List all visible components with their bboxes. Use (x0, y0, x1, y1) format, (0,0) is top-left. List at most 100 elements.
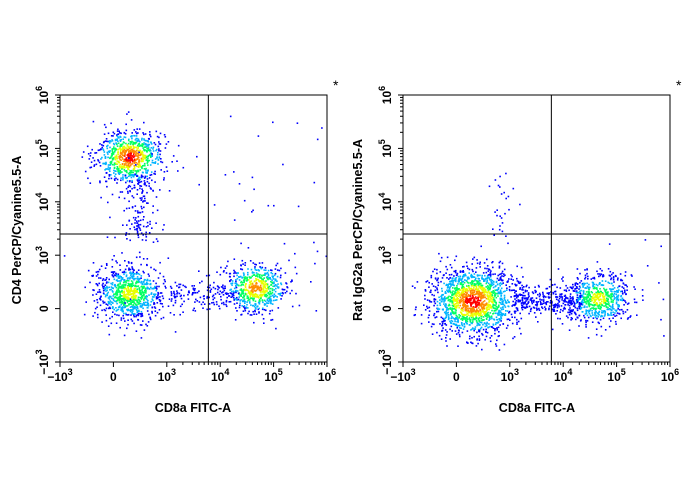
event-dot (140, 310, 143, 313)
event-dot (254, 286, 256, 288)
event-dot (145, 297, 147, 300)
event-dot (450, 285, 452, 287)
event-dot (131, 206, 134, 208)
event-dot (584, 269, 586, 271)
event-dot (259, 291, 262, 293)
event-dot (487, 314, 490, 316)
event-dot (498, 261, 501, 264)
event-dot (102, 289, 105, 292)
event-dot (470, 316, 473, 319)
event-dot (476, 275, 479, 277)
event-dot (489, 273, 492, 276)
event-dot (137, 269, 140, 271)
event-dot (178, 283, 180, 286)
event-dot (280, 298, 282, 300)
event-dot (597, 313, 600, 316)
event-dot (464, 299, 467, 302)
event-dot (158, 141, 160, 143)
event-dot (259, 300, 261, 302)
event-dot (483, 300, 486, 302)
event-dot (470, 299, 472, 302)
event-dot (127, 159, 130, 161)
event-dot (105, 290, 107, 292)
event-dot (142, 154, 145, 156)
event-dot (608, 325, 611, 328)
event-dot (257, 269, 260, 271)
event-dot (139, 219, 142, 222)
event-dot (193, 289, 196, 292)
event-dot (603, 289, 606, 291)
event-dot (251, 291, 254, 294)
event-dot (110, 303, 112, 306)
event-dot (613, 292, 616, 295)
event-dot (248, 286, 251, 289)
event-dot (121, 302, 124, 305)
event-dot (117, 288, 119, 290)
event-dot (142, 132, 144, 134)
event-dot (231, 282, 234, 284)
event-dot (477, 292, 480, 295)
event-dot (132, 284, 135, 287)
event-dot (470, 322, 472, 324)
event-dot (114, 149, 116, 152)
event-dot (109, 302, 111, 305)
event-dot (123, 334, 126, 337)
event-dot (157, 277, 160, 279)
event-dot (110, 122, 112, 125)
event-dot (456, 297, 459, 299)
event-dot (141, 192, 143, 194)
event-dot (463, 293, 465, 295)
event-dot (431, 283, 433, 285)
event-dot (248, 284, 251, 286)
event-dot (125, 129, 128, 132)
event-dot (119, 132, 121, 134)
event-dot (148, 313, 150, 316)
event-dot (478, 330, 481, 333)
event-dot (142, 286, 144, 288)
event-dot (168, 298, 171, 300)
event-dot (164, 136, 167, 138)
event-dot (449, 320, 451, 323)
event-dot (486, 325, 488, 327)
event-dot (98, 149, 101, 151)
event-dot (119, 169, 122, 172)
event-dot (105, 180, 108, 183)
event-dot (132, 153, 135, 156)
event-dot (225, 301, 228, 303)
event-dot (475, 304, 477, 307)
event-dot (95, 283, 98, 285)
event-dot (612, 301, 614, 303)
event-dot (586, 268, 588, 271)
event-dot (164, 147, 167, 149)
event-dot (582, 291, 585, 294)
event-dot (267, 274, 270, 277)
event-dot (117, 153, 119, 156)
event-dot (478, 338, 481, 340)
event-dot (499, 276, 502, 278)
event-dot (135, 137, 137, 140)
event-dot (428, 286, 430, 288)
event-dot (588, 303, 590, 305)
event-dot (271, 275, 274, 277)
event-dot (119, 285, 121, 288)
event-dot (499, 283, 501, 285)
event-dot (598, 291, 600, 294)
event-dot (274, 268, 277, 270)
event-dot (119, 287, 121, 289)
event-dot (243, 281, 245, 284)
event-dot (593, 276, 596, 279)
event-dot (464, 296, 466, 299)
event-dot (577, 296, 580, 299)
event-dot (478, 295, 481, 298)
event-dot (275, 287, 277, 290)
event-dot (446, 345, 448, 347)
event-dot (116, 280, 119, 282)
event-dot (258, 286, 261, 289)
event-dot (260, 267, 263, 270)
event-dot (140, 199, 143, 201)
event-dot (604, 329, 607, 331)
event-dot (507, 324, 509, 327)
event-dot (118, 277, 121, 279)
event-dot (453, 300, 455, 302)
event-dot (497, 288, 500, 291)
